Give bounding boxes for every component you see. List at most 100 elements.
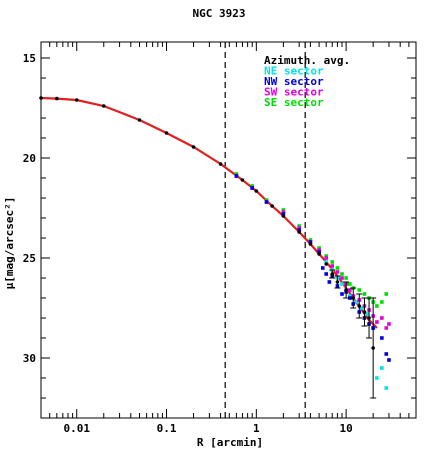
data-point	[387, 358, 391, 362]
legend-entry: NE sector	[264, 65, 324, 78]
data-point	[281, 212, 286, 216]
y-tick-label: 25	[23, 252, 36, 265]
legend-entry: Azimuth. avg.	[264, 54, 350, 67]
data-point	[164, 131, 169, 135]
data-point	[218, 162, 223, 166]
data-point	[362, 292, 367, 296]
data-point	[335, 280, 340, 284]
data-point	[380, 366, 384, 370]
data-point	[330, 272, 335, 276]
data-point	[191, 145, 196, 149]
data-point	[270, 204, 274, 208]
data-point	[344, 276, 348, 280]
data-point	[387, 322, 391, 326]
data-point	[375, 304, 379, 308]
data-point	[375, 320, 379, 324]
data-point	[297, 224, 301, 228]
model-curve	[40, 96, 378, 329]
data-point	[317, 246, 321, 250]
data-point	[101, 104, 106, 108]
data-point	[380, 336, 384, 340]
data-point	[362, 310, 367, 314]
legend-entry: SW sector	[264, 86, 324, 99]
data-point	[317, 248, 321, 252]
data-point	[308, 238, 313, 242]
data-point	[317, 252, 321, 256]
data-point	[340, 282, 344, 286]
data-point	[360, 306, 364, 310]
data-point	[348, 288, 352, 292]
data-point	[348, 282, 352, 286]
data-point	[324, 256, 329, 260]
data-point	[344, 288, 348, 292]
data-point	[367, 316, 371, 320]
data-point	[264, 200, 269, 204]
x-tick-label: 1	[253, 422, 260, 435]
plot-frame	[40, 41, 417, 419]
data-point	[297, 230, 301, 234]
x-tick-label: 0.1	[157, 422, 177, 435]
data-point	[55, 96, 59, 101]
data-point	[340, 272, 344, 276]
x-axis-label: R [arcmin]	[197, 436, 263, 449]
data-point	[324, 262, 329, 266]
data-point	[357, 304, 362, 308]
chart-title: NGC 3923	[193, 7, 246, 20]
y-tick-label: 15	[23, 52, 36, 65]
data-point	[371, 346, 375, 350]
data-point	[340, 276, 344, 280]
data-point	[240, 178, 245, 182]
data-point	[330, 264, 335, 268]
data-point	[250, 184, 255, 188]
data-point	[384, 292, 389, 296]
data-point	[380, 316, 384, 320]
data-point	[308, 242, 313, 246]
data-point	[281, 214, 286, 218]
data-point	[308, 240, 313, 244]
y-axis-label: μ[mag/arcsec²]	[3, 197, 16, 290]
data-point	[335, 266, 340, 270]
data-point	[340, 292, 344, 296]
data-point	[250, 186, 255, 190]
data-point	[351, 296, 356, 300]
data-point	[324, 272, 329, 276]
data-point	[234, 172, 239, 176]
data-point	[384, 326, 389, 330]
legend-entry: SE sector	[264, 96, 324, 109]
data-point	[39, 96, 43, 100]
data-point	[281, 208, 286, 212]
y-tick-label: 20	[23, 152, 36, 165]
x-tick-label: 10	[339, 422, 352, 435]
data-point	[297, 228, 301, 232]
data-point	[375, 376, 379, 380]
data-point	[384, 352, 389, 356]
data-point	[324, 260, 329, 264]
data-point	[137, 118, 142, 122]
data-point	[234, 174, 239, 178]
data-point	[384, 386, 389, 390]
data-point	[354, 300, 359, 304]
legend-entry: NW sector	[264, 75, 324, 88]
data-point	[348, 294, 352, 298]
points-layer	[39, 96, 391, 399]
data-point	[297, 226, 301, 230]
data-point	[324, 254, 329, 258]
data-point	[281, 210, 286, 214]
data-point	[357, 288, 362, 292]
data-point	[330, 260, 335, 264]
x-tick-label: 0.01	[63, 422, 90, 435]
plot-frame-layer: 0.01 0.1 1 10 15 20 25 30	[23, 41, 417, 435]
data-point	[335, 270, 340, 274]
data-point	[264, 198, 269, 202]
data-point	[254, 189, 259, 193]
data-point	[317, 250, 321, 254]
y-tick-label: 30	[23, 352, 36, 365]
data-point	[348, 296, 352, 300]
data-point	[74, 98, 79, 102]
data-point	[321, 266, 325, 270]
data-point	[327, 280, 332, 284]
data-point	[365, 312, 369, 316]
data-point	[380, 300, 384, 304]
